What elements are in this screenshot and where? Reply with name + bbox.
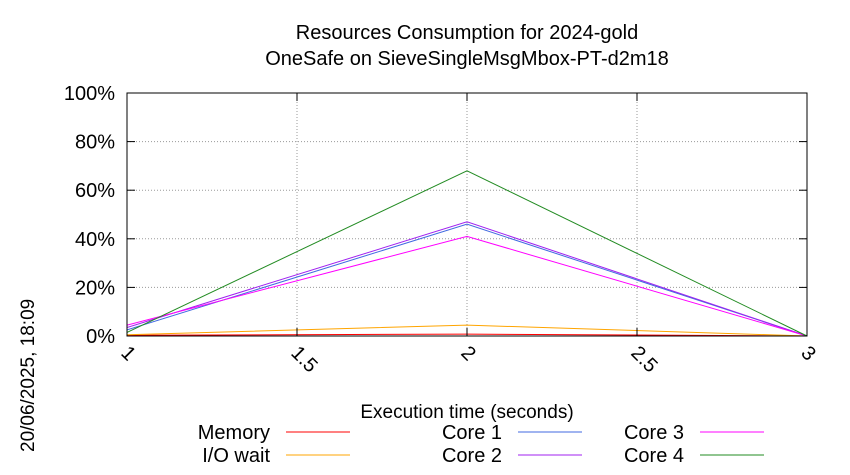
y-tick-label: 100%: [64, 83, 115, 105]
x-axis-label: Execution time (seconds): [360, 402, 573, 423]
legend-label-core-1: Core 1: [442, 422, 502, 444]
series-line-core-3: [126, 235, 808, 337]
grid: [127, 93, 807, 336]
series-line-core-2: [126, 221, 808, 337]
y-tick-label: 60%: [75, 180, 115, 202]
y-tick-label: 80%: [75, 132, 115, 154]
x-tick-label: 2: [456, 342, 479, 365]
chart-title: Resources Consumption for 2024-gold: [296, 22, 638, 44]
x-tick-label: 2.5: [626, 342, 661, 377]
chart-subtitle: OneSafe on SieveSingleMsgMbox-PT-d2m18: [265, 48, 669, 70]
x-tick-label: 1.5: [286, 342, 321, 377]
series-line-i-o-wait: [126, 324, 808, 337]
series-lines: [126, 170, 808, 337]
legend-label-core-4: Core 4: [624, 445, 684, 467]
x-tick-label: 3: [796, 342, 819, 365]
x-tick-label: 1: [116, 342, 139, 365]
legend-label-i-o-wait: I/O wait: [202, 445, 270, 467]
legend-label-core-2: Core 2: [442, 445, 502, 467]
timestamp-label: 20/06/2025, 18:09: [18, 299, 39, 452]
y-tick-label: 40%: [75, 229, 115, 251]
y-axis: 0% 20% 40% 60% 80% 100%: [64, 83, 807, 348]
y-tick-label: 0%: [86, 326, 115, 348]
chart-title-group: Resources Consumption for 2024-gold OneS…: [265, 22, 669, 70]
legend-label-core-3: Core 3: [624, 422, 684, 444]
legend-label-memory: Memory: [198, 422, 270, 444]
series-line-core-4: [126, 170, 808, 337]
y-tick-label: 20%: [75, 277, 115, 299]
series-line-core-1: [126, 223, 808, 337]
